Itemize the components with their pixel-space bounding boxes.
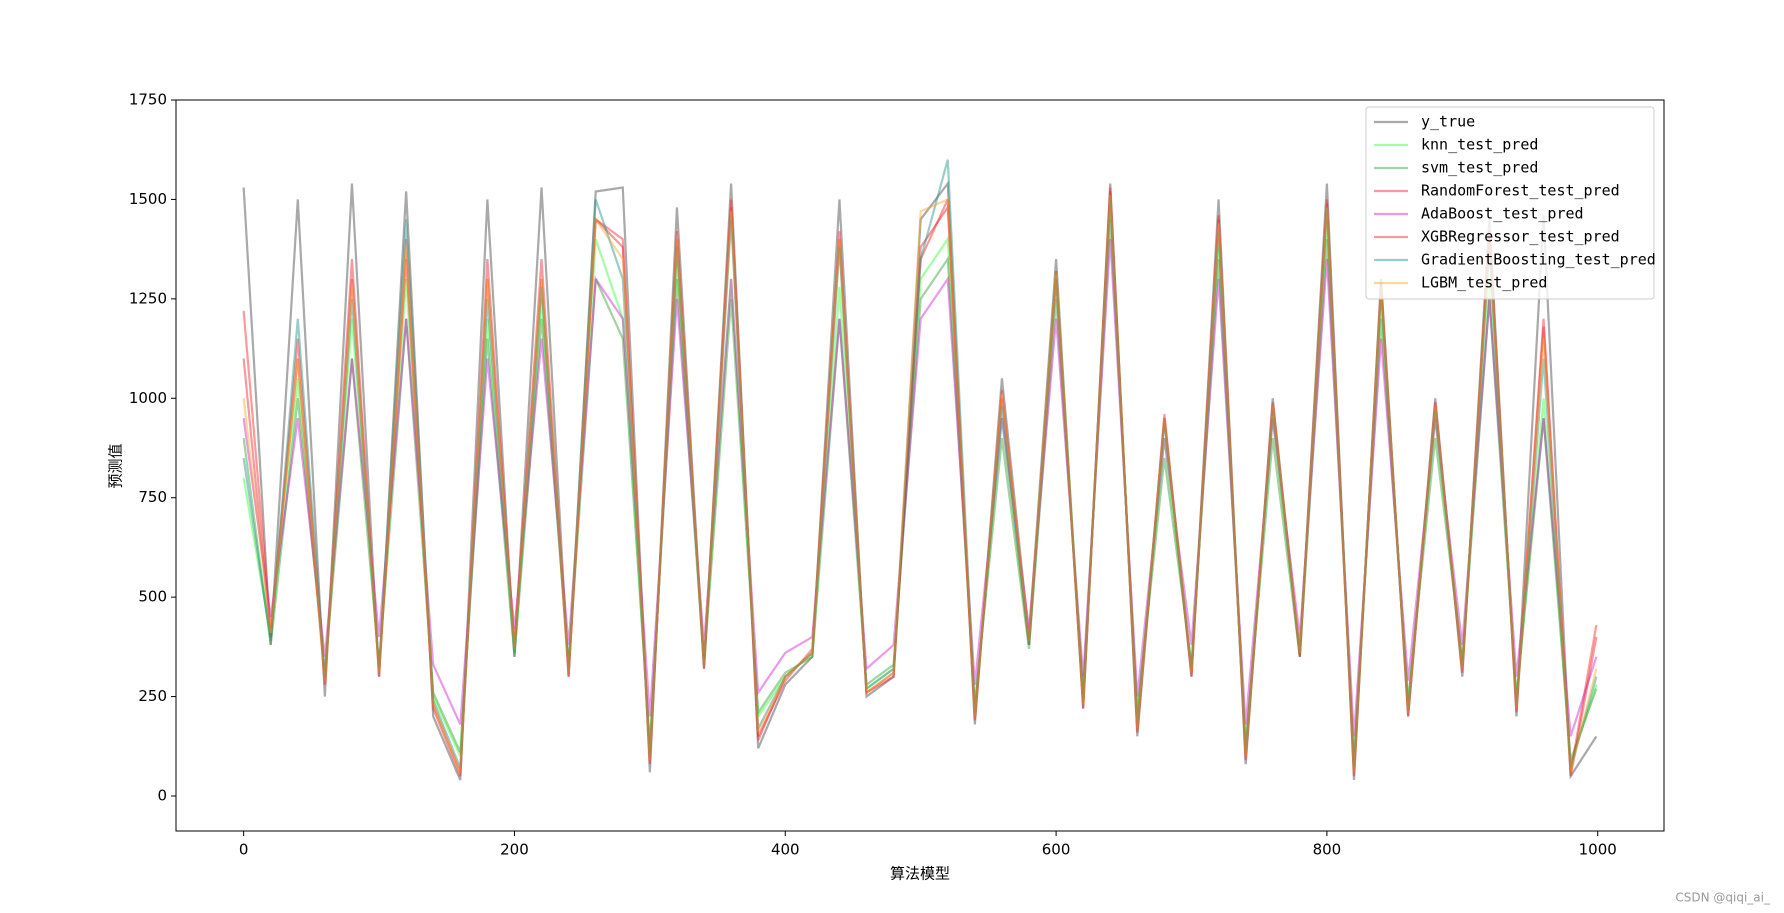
y-tick-label: 1000 [129, 389, 167, 407]
x-tick-label: 400 [771, 841, 800, 859]
y-tick-label: 1750 [129, 91, 167, 109]
x-tick-label: 0 [239, 841, 249, 859]
watermark: CSDN @qiqi_ai_ [1675, 891, 1771, 905]
x-tick-label: 200 [500, 841, 529, 859]
series-line [242, 199, 1598, 765]
y-tick-label: 0 [157, 787, 167, 805]
y-tick-label: 750 [138, 488, 167, 506]
y-tick-label: 500 [138, 588, 167, 606]
legend-label: LGBM_test_pred [1421, 274, 1547, 292]
y-tick-label: 1250 [129, 289, 167, 307]
y-tick-label: 250 [138, 687, 167, 705]
series-line [242, 239, 1598, 737]
legend-label: AdaBoost_test_pred [1421, 205, 1584, 223]
series-line [242, 191, 1598, 773]
legend: y_true knn_test_pred svm_test_pred RandomFo… [1365, 106, 1656, 300]
legend-label: XGBRegressor_test_pred [1421, 228, 1620, 246]
series-line [242, 195, 1598, 773]
y-tick-label: 1500 [129, 190, 167, 208]
series-line [242, 187, 1598, 777]
legend-label: y_true [1421, 113, 1475, 131]
x-tick-label: 800 [1313, 841, 1342, 859]
y-axis-label: 预测值 [107, 443, 125, 488]
x-axis-label: 算法模型 [890, 865, 950, 883]
legend-box [1365, 106, 1655, 300]
series-line [242, 159, 1598, 769]
legend-label: RandomForest_test_pred [1421, 182, 1620, 200]
legend-label: knn_test_pred [1421, 136, 1538, 154]
plot-frame [175, 99, 1665, 832]
x-tick-label: 600 [1042, 841, 1071, 859]
legend-label: svm_test_pred [1421, 159, 1538, 177]
series-line [242, 219, 1598, 761]
series-line [242, 180, 1598, 781]
x-tick-label: 1000 [1579, 841, 1617, 859]
legend-label: GradientBoosting_test_pred [1421, 251, 1656, 269]
